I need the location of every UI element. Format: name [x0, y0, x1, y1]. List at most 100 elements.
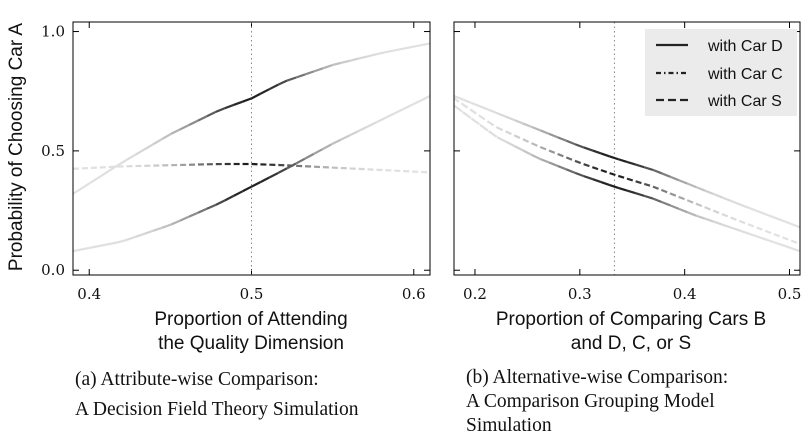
panel-b-solid-segment — [600, 152, 611, 158]
panel-a-dashed-segment — [197, 207, 208, 214]
panel-b-solid-segment — [652, 168, 663, 175]
panel-a-ytick-label: 1.0 — [41, 23, 65, 41]
panel-b-dashed-segment — [583, 175, 593, 181]
panel-b-solid-segment — [618, 158, 628, 163]
panel-b-dashdot-segment — [652, 185, 663, 192]
panel-b-dashed-segment — [721, 223, 732, 229]
panel-b-solid-segment — [790, 222, 801, 229]
panel-b-solid-segment — [661, 172, 671, 178]
legend-entry-car-s: with Car S — [707, 93, 782, 110]
panel-b-solid-segment — [531, 125, 541, 132]
panel-b-dashed-segment — [470, 117, 481, 126]
caption-b: (b) Alternative-wise Comparison: A Compa… — [466, 366, 728, 438]
panel-a-dashed-segment — [286, 162, 297, 170]
panel-a-solid-segment — [331, 61, 342, 67]
panel-a-solid-segment — [81, 181, 92, 190]
panel-a-dashed-segment — [224, 194, 235, 202]
panel-b-solid-segment — [695, 186, 706, 192]
panel-b-dashed-segment — [618, 186, 628, 192]
panel-a-dashed-segment — [215, 199, 226, 206]
panel-b-solid-segment — [635, 163, 645, 169]
panel-b-dashed-segment — [669, 204, 680, 210]
panel-b-solid-segment — [739, 203, 749, 209]
panel-b-dashed-segment — [765, 238, 775, 244]
panel-b-solid-segment — [488, 108, 498, 115]
panel-a-solid-segment — [179, 124, 190, 131]
panel-b-dashed-segment — [592, 178, 602, 184]
panel-b-dashed-segment — [487, 130, 498, 139]
panel-b-dashdot-segment — [453, 97, 464, 106]
panel-a-dashed-segment — [367, 121, 377, 128]
panel-b-dashed-segment — [453, 104, 464, 113]
panel-a-dashed-segment — [259, 176, 270, 184]
panel-b-solid-segment — [548, 132, 559, 139]
panel-b-dashdot-segment — [488, 121, 498, 129]
panel-b-dashed-segment — [540, 158, 550, 164]
y-axis-label: Probability of Choosing Car A — [6, 23, 27, 272]
panel-a-xtick-label: 0.4 — [77, 285, 101, 303]
panel-b-dashed-segment — [626, 189, 636, 195]
panel-b-dashdot-segment — [592, 166, 602, 172]
panel-a-dashed-segment — [72, 248, 83, 253]
panel-b-dashdot-segment — [669, 192, 680, 198]
panel-b-xlabel-line-1: Proportion of Comparing Cars B — [496, 309, 766, 330]
panel-b-dashdot-segment — [626, 177, 636, 183]
panel-b-dashdot-segment — [566, 156, 576, 162]
panel-a-dashed-segment — [126, 235, 136, 241]
panel-b-dashed-segment — [652, 197, 663, 203]
panel-a-solid-segment — [394, 47, 404, 52]
panel-a-dashed-segment — [242, 185, 253, 193]
panel-b-dashdot-segment — [574, 159, 585, 166]
panel-b-solid-segment — [747, 206, 758, 212]
panel-b-dashdot-segment — [695, 202, 706, 209]
panel-b-dashdot-segment — [756, 226, 766, 232]
panel-a-dashed-segment — [295, 157, 306, 165]
panel-a-dashed-segment — [375, 116, 386, 124]
panel-a-solid-segment — [233, 100, 243, 106]
panel-a-dashed-segment — [152, 226, 163, 232]
panel-b-dashdot-segment — [687, 199, 697, 205]
panel-b-frame — [453, 21, 801, 276]
panel-b-solid-segment — [765, 213, 775, 219]
panel-b-dashed-segment — [574, 171, 585, 178]
panel-b-dashdot-segment — [600, 169, 611, 175]
panel-b-dashdot-segment — [496, 126, 507, 133]
panel-a-lines — [72, 22, 431, 275]
panel-b-dashed-segment — [600, 181, 611, 187]
panel-b-dashdot-segment — [609, 172, 619, 178]
panel-a-solid-segment — [161, 132, 172, 140]
panel-b-dashdot-segment — [505, 130, 516, 137]
panel-b-dashed-segment — [695, 214, 706, 220]
panel-a-solid-segment — [304, 70, 315, 76]
panel-b-dashdot-segment — [479, 115, 490, 123]
panel-b-solid-segment — [678, 179, 688, 185]
panel-a-solid-segment — [125, 153, 137, 161]
panel-b-solid-segment — [592, 149, 602, 155]
panel-b-xtick-label: 0.5 — [778, 285, 801, 303]
panel-b-ticks: 0.2 0.3 0.4 0.5 — [454, 22, 801, 303]
panel-a-solid-segment — [206, 110, 217, 118]
panel-b-dashed-segment — [557, 164, 567, 171]
panel-b-dashed-segment — [609, 184, 619, 189]
panel-b-dashdot-segment — [765, 229, 775, 236]
panel-a-dashed-segment — [340, 134, 351, 141]
panel-a-dashed-segment — [117, 238, 127, 244]
panel-b-dashed-segment — [704, 217, 714, 223]
panel-b-dashed-segment — [739, 229, 749, 235]
panel-b-dashdot-segment — [721, 213, 732, 219]
panel-a-dashed-segment — [384, 112, 395, 119]
panel-b-solid-segment — [669, 175, 680, 182]
panel-a-solid-segment — [108, 164, 119, 173]
caption-a-line-2: A Decision Field Theory Simulation — [75, 399, 359, 420]
panel-b-series-dashdot — [453, 97, 801, 246]
panel-b-dashed-segment — [522, 149, 533, 156]
panel-a-dashed-segment — [90, 244, 100, 249]
panel-b-dashed-segment — [566, 168, 576, 174]
panel-b-dashdot-segment — [704, 206, 714, 212]
panel-b-dashed-segment — [635, 192, 645, 197]
panel-b-solid-segment — [505, 115, 515, 122]
panel-a-dashed-segment — [268, 171, 279, 179]
panel-b-solid-segment — [643, 166, 654, 171]
panel-a-solid-segment — [99, 170, 110, 178]
legend-entry-car-c: with Car C — [707, 66, 783, 83]
